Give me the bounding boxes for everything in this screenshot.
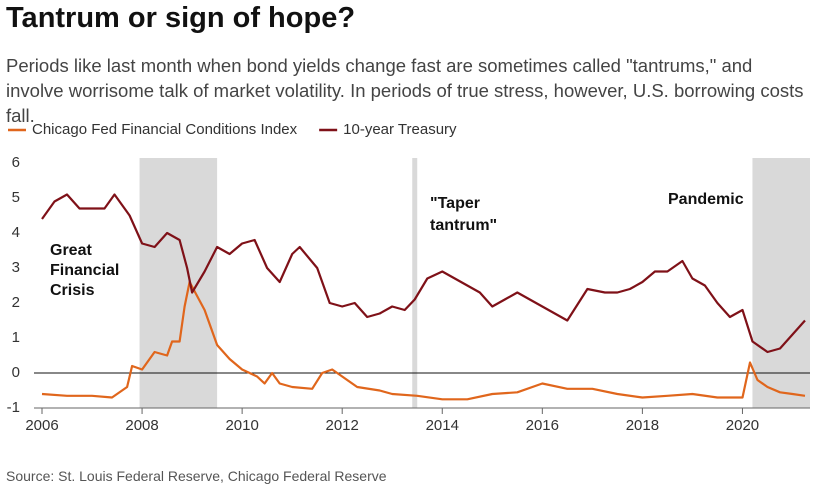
shaded-period [412,158,418,408]
x-tick-label: 2016 [526,417,559,434]
x-tick-label: 2006 [25,417,58,434]
x-tick-label: 2020 [726,417,759,434]
annotation: Great [50,242,92,259]
y-tick-label: 6 [12,154,20,171]
y-tick-label: 5 [12,189,20,206]
x-tick-label: 2014 [426,417,459,434]
legend-label: 10-year Treasury [343,121,457,138]
chart-title: Tantrum or sign of hope? [6,2,356,34]
annotation: Pandemic [668,191,744,208]
shaded-period [752,158,810,408]
shaded-period [139,158,218,408]
annotation: Financial [50,262,119,279]
x-tick-label: 2012 [326,417,359,434]
x-tick-label: 2010 [225,417,258,434]
y-tick-label: 3 [12,259,20,276]
series-line [41,280,806,401]
annotation: Crisis [50,282,95,299]
annotation: "Taper [430,195,480,212]
y-tick-label: 4 [12,224,20,241]
chart-subtitle: Periods like last month when bond yields… [6,55,804,126]
series-line [41,193,806,354]
x-tick-label: 2008 [125,417,158,434]
y-tick-label: -1 [7,399,20,416]
annotation: tantrum" [430,217,497,234]
y-tick-label: 1 [12,329,20,346]
source-note: Source: St. Louis Federal Reserve, Chica… [6,468,387,484]
legend-label: Chicago Fed Financial Conditions Index [32,121,298,138]
y-tick-label: 0 [12,364,20,381]
y-tick-label: 2 [12,294,20,311]
x-tick-label: 2018 [626,417,659,434]
